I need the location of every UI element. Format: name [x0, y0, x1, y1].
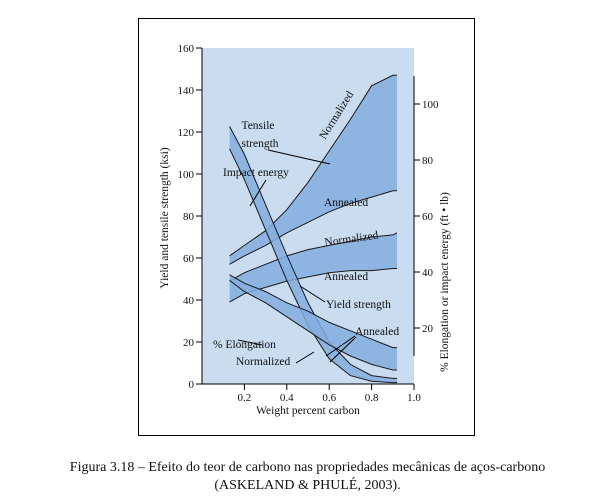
line-elongation-lower	[229, 280, 398, 371]
line-elongation-upper	[229, 274, 398, 349]
line-tensile-strength-upper	[229, 74, 398, 257]
band-elongation	[229, 274, 398, 370]
label-yield-strength: Yield strength	[326, 299, 391, 311]
y-right-tick-label: 60	[422, 211, 434, 223]
x-axis-title: Weight percent carbon	[256, 405, 360, 417]
x-tick-label: 0.6	[322, 392, 336, 404]
line-yield-strength-upper	[229, 232, 398, 282]
leader-normalized-elongation	[295, 351, 315, 364]
data-bands	[229, 74, 398, 384]
band-tensile-strength	[229, 75, 398, 265]
y-right-tick-label: 40	[422, 267, 434, 279]
y-left-tick-label: 20	[183, 337, 195, 349]
line-tensile-strength-lower	[229, 190, 398, 265]
label-impact-energy: Impact energy	[223, 167, 289, 179]
x-tick-label: 0.4	[280, 392, 294, 404]
label-elongation: % Elongation	[213, 339, 276, 351]
ticks: 0 20 40 60 80 100 120 140 160 20 40 60 80 100 0.2 0.4 0.…	[178, 43, 440, 404]
leader-elongation	[237, 339, 263, 346]
leader-tensile	[267, 149, 331, 165]
figure-caption-line2: (ASKELAND & PHULÉ, 2003).	[214, 478, 401, 493]
y-right-tick-label: 100	[422, 99, 439, 111]
y-axis-left-title: Yield and tensile strength (ksi)	[159, 147, 171, 288]
figure-caption-line1: Figura 3.18 – Efeito do teor de carbono …	[69, 460, 546, 475]
y-right-tick-label: 20	[422, 323, 434, 335]
label-annealed-yield: Annealed	[324, 271, 368, 283]
x-tick-label: 0.2	[238, 392, 252, 404]
leader-impact	[249, 179, 267, 207]
y-left-tick-label: 160	[178, 43, 195, 55]
y-right-tick-label: 80	[422, 155, 434, 167]
label-normalized-elongation: Normalized	[236, 356, 291, 368]
y-left-tick-label: 100	[178, 169, 195, 181]
label-annealed-tensile: Annealed	[324, 197, 368, 209]
leader-annealed-elongation-2	[329, 336, 357, 363]
y-left-tick-label: 40	[183, 295, 195, 307]
label-tensile-line1: Tensile	[241, 120, 274, 132]
y-axis-right-title: % Elongation or impact energy (ft • lb)	[439, 192, 451, 372]
y-left-tick-label: 80	[183, 211, 195, 223]
y-left-tick-label: 0	[189, 379, 195, 391]
label-annealed-elongation: Annealed	[355, 326, 399, 338]
y-left-tick-label: 60	[183, 253, 195, 265]
y-left-tick-label: 140	[178, 85, 195, 97]
chart: 0 20 40 60 80 100 120 140 160 20 40 60 80 100 0.2 0.4 0.…	[159, 43, 451, 417]
x-tick-label: 0.8	[365, 392, 379, 404]
annotation-leaders	[237, 149, 357, 364]
line-impact-energy-lower	[229, 148, 398, 384]
y-left-tick-label: 120	[178, 127, 195, 139]
label-tensile-line2: strength	[241, 138, 278, 150]
leader-yield	[299, 285, 326, 303]
leader-annealed-elongation	[325, 335, 356, 357]
x-tick-label: 1.0	[407, 392, 421, 404]
band-yield-strength	[229, 232, 398, 303]
